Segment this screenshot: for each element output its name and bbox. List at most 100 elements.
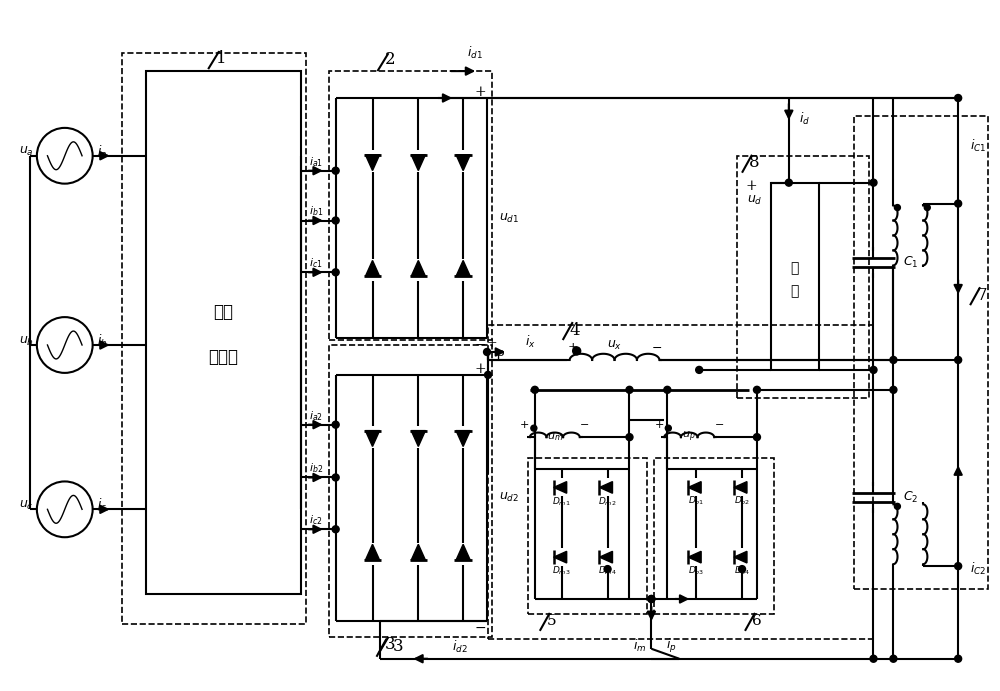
Text: $C_2$: $C_2$ (903, 490, 919, 505)
Circle shape (332, 474, 339, 481)
Text: 8: 8 (749, 154, 759, 171)
Text: $i_{a}$: $i_{a}$ (97, 144, 107, 160)
Text: 载: 载 (791, 284, 799, 299)
Text: $i_{c1}$: $i_{c1}$ (309, 256, 323, 270)
Polygon shape (411, 430, 425, 446)
Circle shape (785, 179, 792, 186)
Polygon shape (734, 551, 747, 563)
Text: $u_{d2}$: $u_{d2}$ (499, 491, 519, 504)
Circle shape (573, 347, 581, 355)
Text: +: + (567, 341, 578, 354)
Polygon shape (554, 551, 567, 563)
Text: $i_{C2}$: $i_{C2}$ (970, 561, 986, 577)
Text: $C_1$: $C_1$ (903, 255, 919, 270)
Polygon shape (554, 482, 567, 493)
Text: $i_{d1}$: $i_{d1}$ (467, 45, 483, 61)
Polygon shape (456, 155, 470, 171)
Text: $u_{p}$: $u_{p}$ (682, 430, 696, 444)
Text: 负: 负 (791, 261, 799, 275)
Text: $u_{x}$: $u_{x}$ (607, 339, 622, 352)
Circle shape (890, 357, 897, 363)
Circle shape (870, 655, 877, 662)
Text: −: − (714, 420, 724, 430)
Bar (329, 345, 492, 637)
Text: 3: 3 (385, 636, 396, 653)
Circle shape (955, 357, 962, 363)
Circle shape (531, 386, 538, 393)
Text: −: − (652, 341, 663, 354)
Text: $u_{a}$: $u_{a}$ (19, 145, 34, 158)
Text: 6: 6 (752, 614, 762, 628)
Circle shape (955, 562, 962, 569)
Circle shape (332, 217, 339, 224)
Bar (654, 457, 774, 614)
Circle shape (648, 596, 655, 603)
Circle shape (332, 167, 339, 174)
Text: $D_{m2}$: $D_{m2}$ (598, 495, 617, 508)
Polygon shape (599, 551, 612, 563)
Bar (737, 155, 869, 398)
Text: $D_{m4}$: $D_{m4}$ (598, 565, 617, 578)
Text: +: + (520, 420, 530, 430)
Circle shape (924, 205, 930, 211)
Polygon shape (365, 155, 380, 171)
Circle shape (485, 371, 492, 379)
Circle shape (626, 386, 633, 393)
Text: $i_{m}$: $i_{m}$ (633, 638, 646, 654)
Circle shape (665, 425, 671, 431)
Text: $D_{p4}$: $D_{p4}$ (734, 565, 750, 578)
Text: +: + (745, 179, 757, 193)
Text: 2: 2 (385, 50, 396, 68)
Text: −: − (580, 420, 589, 430)
Circle shape (955, 200, 962, 207)
Text: $u_{b}$: $u_{b}$ (19, 334, 34, 348)
Bar (146, 71, 301, 594)
Circle shape (648, 596, 655, 603)
Bar (528, 457, 647, 614)
Text: 5: 5 (547, 614, 557, 628)
Text: $i_{c}$: $i_{c}$ (97, 498, 107, 513)
Circle shape (890, 386, 897, 393)
Text: $i_{b2}$: $i_{b2}$ (309, 462, 323, 475)
Bar (771, 182, 819, 370)
Circle shape (626, 434, 633, 441)
Bar (122, 53, 306, 624)
Polygon shape (599, 482, 612, 493)
Text: $i_{x}$: $i_{x}$ (525, 334, 535, 350)
Text: $u_{d}$: $u_{d}$ (747, 194, 763, 207)
Text: $i_{a1}$: $i_{a1}$ (309, 155, 323, 169)
Text: $u_{m}$: $u_{m}$ (547, 431, 563, 443)
Text: $i_{b}$: $i_{b}$ (97, 333, 107, 349)
Circle shape (894, 503, 900, 509)
Polygon shape (411, 545, 425, 560)
Polygon shape (411, 155, 425, 171)
Text: $D_{m1}$: $D_{m1}$ (552, 495, 571, 508)
Circle shape (955, 95, 962, 102)
Circle shape (739, 566, 746, 573)
Circle shape (753, 434, 760, 441)
Bar (854, 116, 988, 589)
Text: $i_{d}$: $i_{d}$ (799, 111, 810, 127)
Circle shape (332, 422, 339, 428)
Bar (488, 325, 873, 638)
Polygon shape (456, 430, 470, 446)
Text: $u_{d1}$: $u_{d1}$ (499, 211, 519, 225)
Text: 变压器: 变压器 (209, 349, 239, 366)
Text: $i_{a2}$: $i_{a2}$ (309, 409, 323, 423)
Circle shape (894, 205, 900, 211)
Text: 3: 3 (393, 638, 404, 655)
Text: 移相: 移相 (214, 304, 234, 321)
Polygon shape (365, 545, 380, 560)
Text: $i_{b1}$: $i_{b1}$ (309, 205, 323, 218)
Text: 4: 4 (569, 321, 580, 339)
Circle shape (696, 366, 703, 373)
Circle shape (332, 269, 339, 276)
Text: 1: 1 (216, 50, 226, 66)
Circle shape (955, 655, 962, 662)
Text: $i_{p}$: $i_{p}$ (666, 637, 677, 655)
Text: $D_{p2}$: $D_{p2}$ (734, 495, 750, 508)
Polygon shape (456, 545, 470, 560)
Text: −: − (474, 338, 486, 352)
Circle shape (753, 386, 760, 393)
Text: $i_{C1}$: $i_{C1}$ (970, 138, 986, 154)
